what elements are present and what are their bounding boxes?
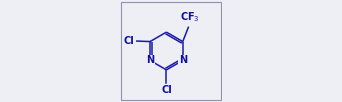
Text: N: N — [146, 55, 154, 65]
Text: CF$_3$: CF$_3$ — [180, 10, 199, 24]
Text: Cl: Cl — [123, 36, 134, 46]
Text: N: N — [179, 55, 187, 65]
Text: Cl: Cl — [161, 85, 172, 95]
